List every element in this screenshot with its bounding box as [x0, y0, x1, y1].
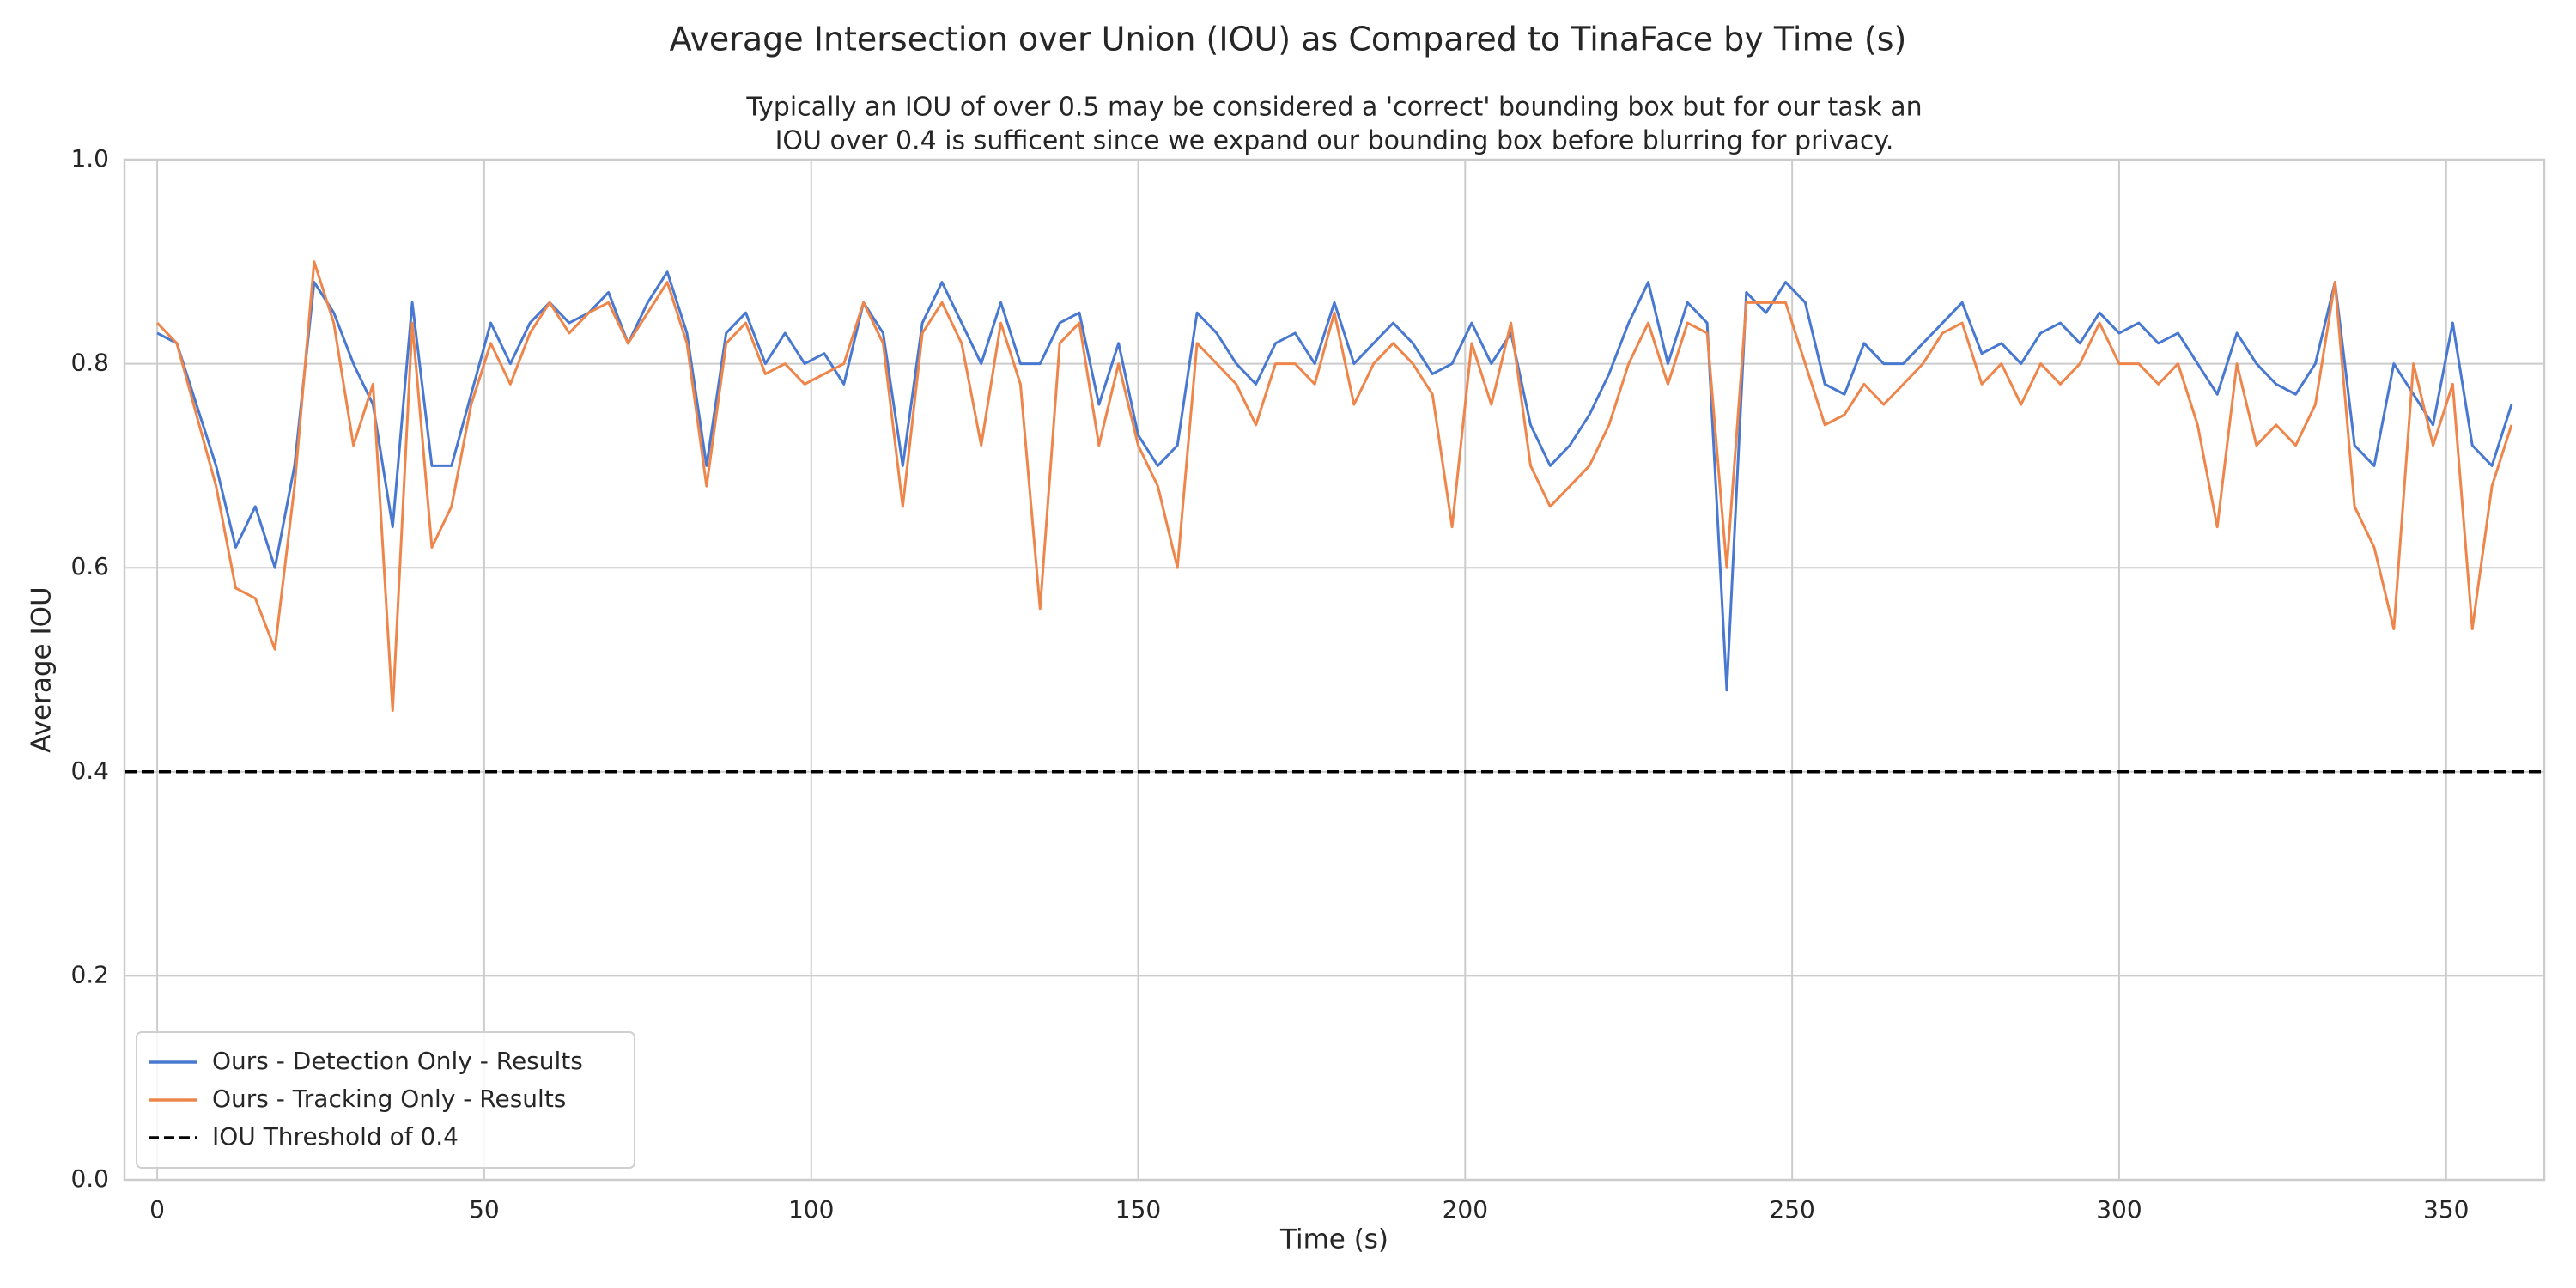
y-tick-label: 0.4 — [70, 756, 109, 785]
x-tick-label: 150 — [1115, 1195, 1161, 1224]
chart-title: Average Intersection over Union (IOU) as… — [670, 21, 1907, 58]
chart-subtitle: IOU over 0.4 is sufficent since we expan… — [775, 126, 1894, 156]
x-tick-label: 200 — [1443, 1195, 1488, 1224]
legend-box — [136, 1031, 635, 1169]
x-tick-label: 250 — [1769, 1195, 1814, 1224]
x-tick-label: 50 — [469, 1195, 500, 1224]
y-tick-label: 1.0 — [70, 144, 109, 173]
y-tick-label: 0.0 — [70, 1164, 109, 1193]
x-tick-label: 0 — [149, 1195, 165, 1224]
legend-label: Ours - Tracking Only - Results — [212, 1084, 566, 1113]
legend-label: Ours - Detection Only - Results — [212, 1047, 583, 1075]
data-line — [155, 260, 2513, 713]
x-tick-label: 350 — [2423, 1195, 2469, 1224]
x-tick-label: 100 — [788, 1195, 834, 1224]
legend-label: IOU Threshold of 0.4 — [212, 1122, 459, 1151]
y-tick-label: 0.6 — [70, 552, 109, 580]
plot-frame — [123, 158, 2546, 1182]
y-axis-label: Average IOU — [27, 586, 58, 752]
x-axis-label: Time (s) — [1279, 1224, 1388, 1255]
x-tick-label: 300 — [2096, 1195, 2142, 1224]
y-tick-label: 0.2 — [70, 960, 109, 988]
chart-subtitle: Typically an IOU of over 0.5 may be cons… — [745, 93, 1922, 123]
y-tick-label: 0.8 — [70, 349, 109, 377]
